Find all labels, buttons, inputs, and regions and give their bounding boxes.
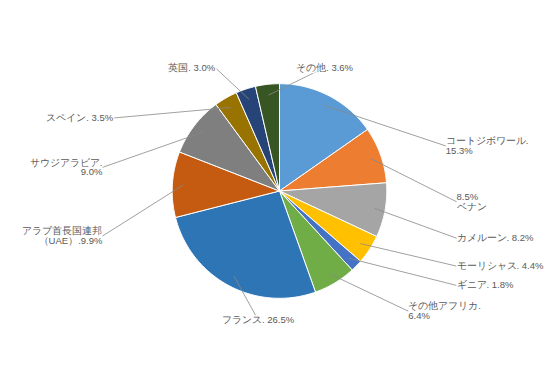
svg-text:ギニア. 1.8%: ギニア. 1.8% — [457, 279, 514, 290]
svg-text:英国. 3.0%: 英国. 3.0% — [168, 62, 215, 73]
svg-text:その他. 3.6%: その他. 3.6% — [296, 62, 353, 73]
svg-text:その他アフリカ.6.4%: その他アフリカ.6.4% — [408, 300, 481, 321]
svg-text:8.5%ベナン: 8.5%ベナン — [457, 191, 487, 212]
svg-text:サウジアラビア.9.0%: サウジアラビア.9.0% — [30, 157, 103, 178]
svg-text:モーリシャス. 4.4%: モーリシャス. 4.4% — [457, 260, 544, 271]
svg-text:カメルーン. 8.2%: カメルーン. 8.2% — [457, 232, 534, 243]
svg-text:アラブ首長国連邦（UAE）.9.9%: アラブ首長国連邦（UAE）.9.9% — [22, 225, 103, 246]
svg-text:フランス. 26.5%: フランス. 26.5% — [222, 314, 295, 325]
svg-text:スペイン. 3.5%: スペイン. 3.5% — [46, 112, 113, 123]
svg-text:コートジボワール.15.3%: コートジボワール.15.3% — [446, 135, 529, 156]
